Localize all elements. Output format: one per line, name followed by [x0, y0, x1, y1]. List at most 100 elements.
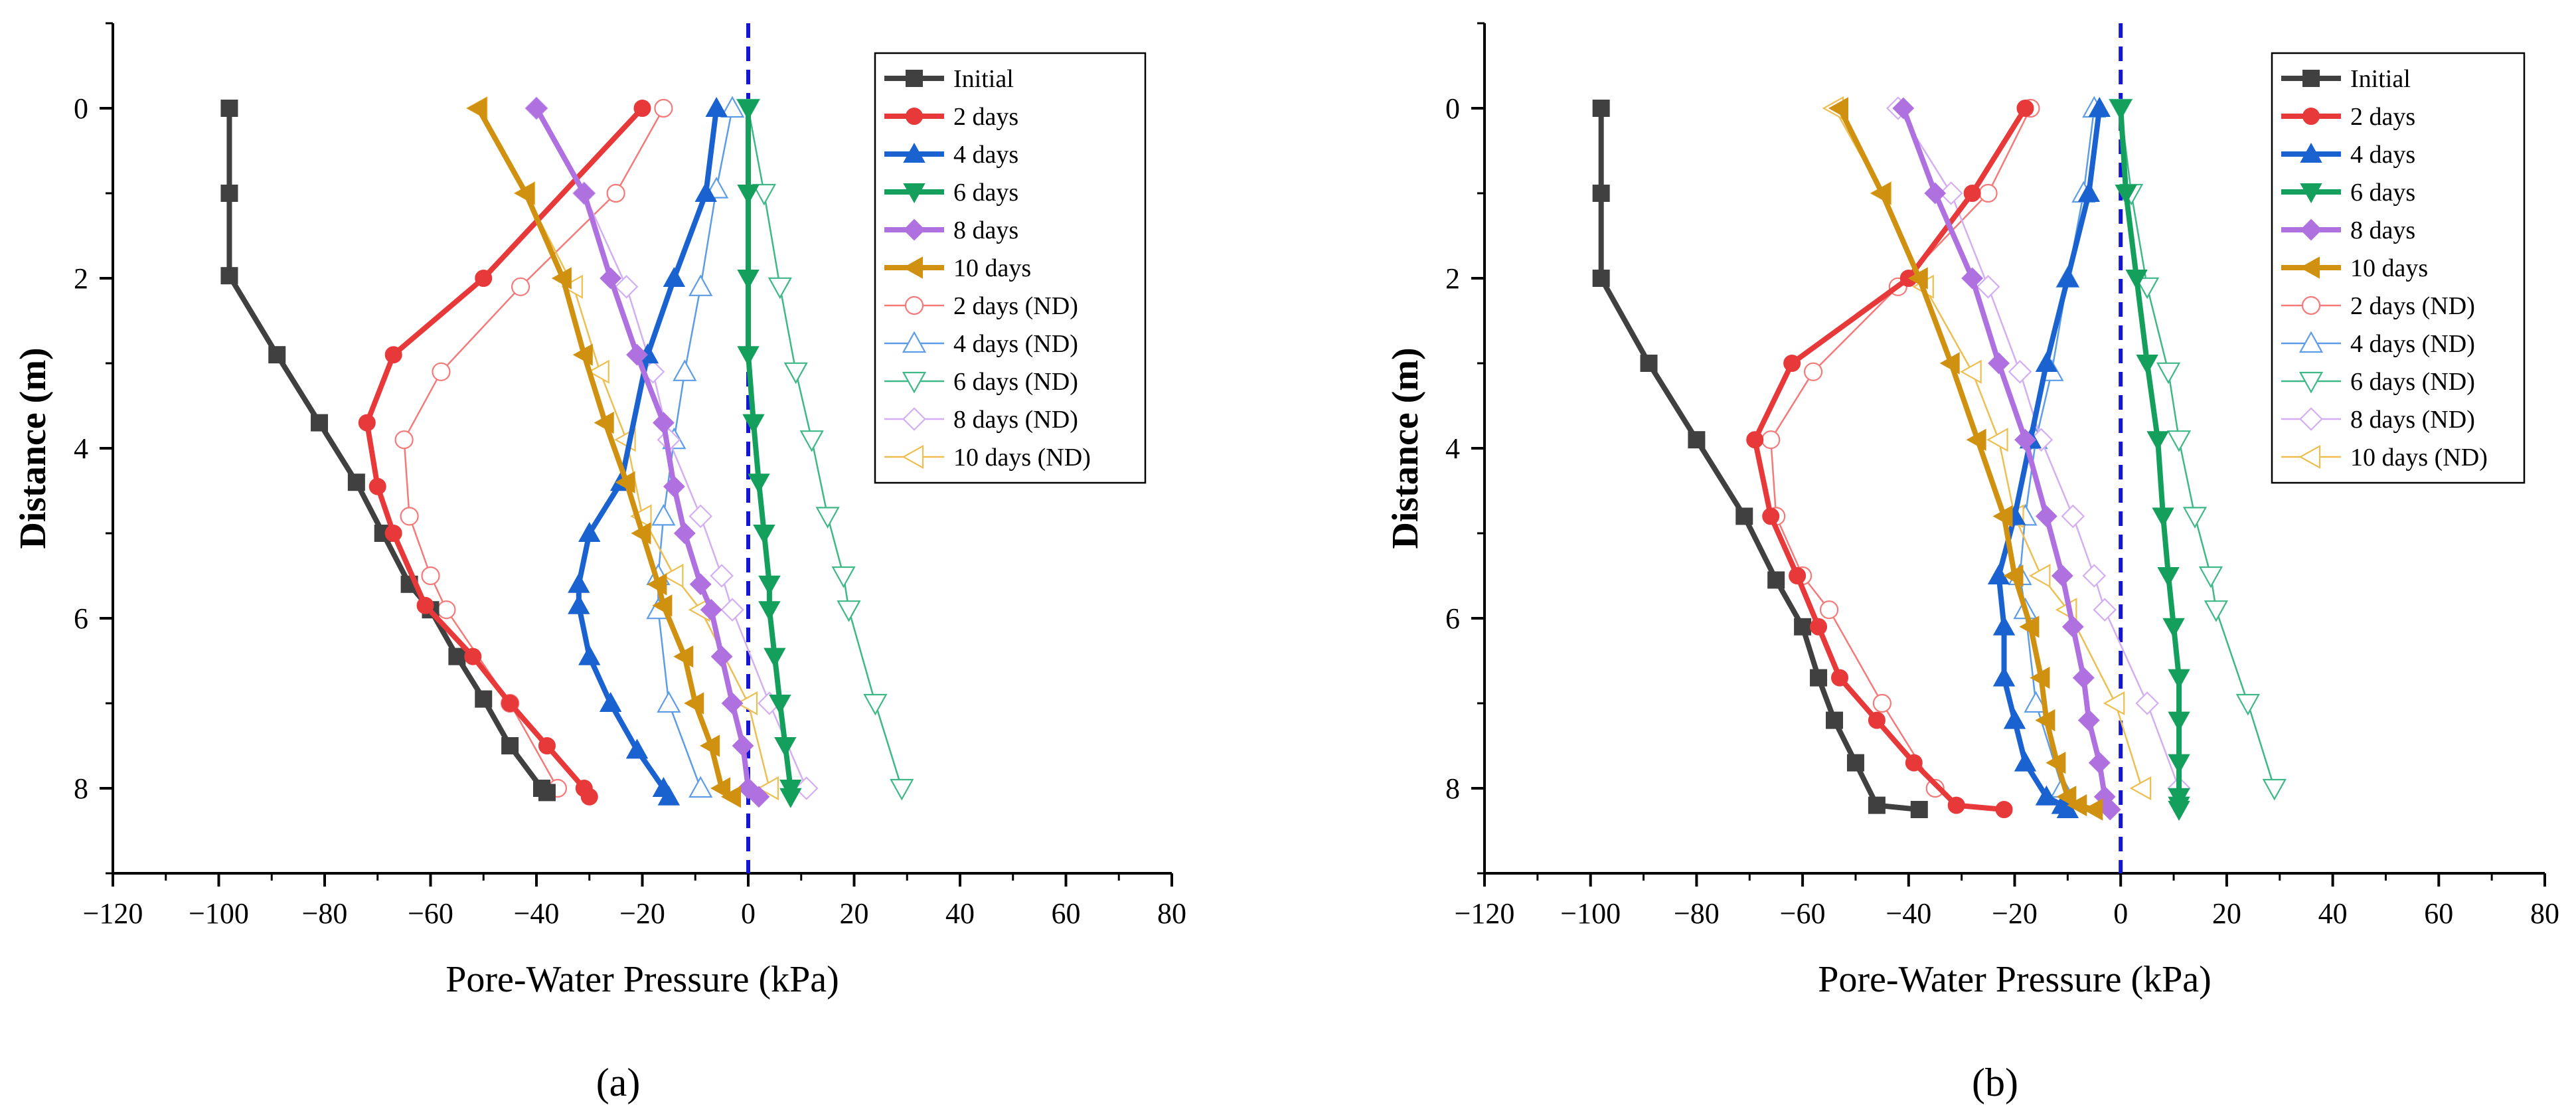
x-tick-label: −80 — [1674, 897, 1720, 930]
data-point — [467, 97, 487, 120]
data-point — [568, 572, 590, 593]
data-point — [2135, 277, 2160, 300]
data-point — [2156, 362, 2181, 385]
legend-item: 6 days (ND) — [2281, 368, 2475, 396]
data-point — [464, 647, 482, 665]
data-point — [2115, 185, 2137, 205]
data-point — [2093, 598, 2117, 622]
data-point — [501, 737, 519, 754]
data-point — [737, 346, 760, 367]
data-point — [614, 274, 639, 299]
data-point — [2056, 798, 2079, 818]
data-point — [748, 786, 770, 808]
x-tick-label: −80 — [302, 897, 348, 930]
x-tick-label: 60 — [1052, 897, 1081, 930]
data-point — [753, 525, 775, 545]
legend-item: 8 days — [2281, 216, 2415, 244]
x-tick-label: 20 — [2212, 897, 2241, 930]
data-point — [2166, 430, 2192, 452]
x-tick-label: −60 — [1780, 897, 1826, 930]
data-point — [1892, 97, 1915, 120]
legend-item: 6 days — [2281, 179, 2415, 207]
data-point — [1762, 507, 1780, 525]
x-axis-title: Pore-Water Pressure (kPa) — [1818, 959, 2212, 1000]
legend-label: 8 days (ND) — [953, 406, 1078, 434]
data-point — [1963, 185, 1981, 202]
data-point — [2030, 666, 2050, 689]
data-point — [1830, 669, 1848, 687]
data-point — [2168, 711, 2190, 732]
data-point — [615, 471, 635, 493]
legend-item: 4 days (ND) — [2281, 330, 2475, 358]
legend-label: 4 days — [2350, 141, 2415, 169]
data-point — [700, 598, 722, 621]
data-point — [2016, 100, 2034, 117]
legend-marker — [2298, 444, 2321, 470]
data-point — [661, 563, 684, 588]
legend-item: 4 days (ND) — [884, 330, 1078, 358]
legend-item: Initial — [2281, 65, 2411, 93]
data-point — [2198, 566, 2223, 588]
data-point — [652, 594, 673, 617]
series-6-days-nd — [2109, 98, 2287, 801]
data-point — [538, 737, 556, 754]
data-point — [1870, 182, 1891, 205]
series-line — [1769, 108, 2032, 789]
y-tick-label: 8 — [1445, 772, 1460, 805]
data-point — [710, 646, 733, 668]
data-point — [1688, 431, 1706, 449]
x-tick-label: 0 — [741, 897, 756, 930]
data-point — [767, 277, 792, 300]
series-8-days-nd — [524, 96, 819, 800]
x-tick-label: −60 — [408, 897, 453, 930]
data-point — [268, 346, 286, 364]
data-point — [2035, 785, 2058, 806]
series-line — [1996, 108, 2103, 812]
data-point — [578, 645, 601, 665]
data-point — [1910, 801, 1928, 818]
legend-item: Initial — [884, 65, 1014, 93]
x-tick-label: −120 — [1455, 897, 1515, 930]
legend-marker — [2298, 371, 2324, 394]
data-point — [2109, 100, 2132, 120]
legend-label: 2 days (ND) — [2350, 292, 2475, 320]
legend-label: 2 days — [2350, 103, 2415, 131]
data-point — [2182, 507, 2208, 529]
data-point — [2067, 794, 2087, 817]
legend-label: 10 days (ND) — [953, 444, 1091, 472]
legend-label: 2 days — [953, 103, 1018, 131]
series-line — [477, 108, 771, 789]
data-point — [1992, 666, 2016, 687]
data-point — [572, 343, 593, 366]
legend-marker — [2302, 108, 2320, 125]
data-point — [688, 274, 713, 296]
legend-item: 8 days — [884, 216, 1018, 244]
legend-label: 2 days (ND) — [953, 292, 1078, 320]
legend-item: 6 days — [884, 179, 1018, 207]
x-tick-label: 40 — [945, 897, 975, 930]
y-tick-label: 8 — [74, 772, 88, 805]
series-2-days-nd — [1761, 98, 2040, 798]
panel-label: (b) — [1972, 1061, 2018, 1104]
data-point — [1767, 571, 1785, 589]
data-point — [384, 346, 402, 364]
data-point — [1924, 182, 1947, 205]
data-point — [2014, 751, 2037, 772]
data-point — [588, 359, 609, 384]
data-point — [2056, 786, 2077, 808]
panel-label: (a) — [596, 1061, 641, 1104]
data-point — [694, 181, 717, 202]
x-tick-label: −20 — [1992, 897, 2038, 930]
y-tick-label: 0 — [1445, 92, 1460, 125]
data-point — [652, 412, 675, 434]
series-2-days — [358, 100, 651, 806]
data-point — [684, 692, 704, 715]
data-point — [220, 267, 238, 285]
data-point — [737, 100, 760, 120]
legend-item: 10 days — [2281, 254, 2428, 282]
data-point — [688, 504, 713, 529]
data-point — [1783, 355, 1801, 372]
legend: Initial 2 days 4 days 6 days 8 days 10 days 2 … — [874, 52, 1147, 484]
legend-marker — [2299, 407, 2323, 431]
data-point — [736, 691, 758, 716]
